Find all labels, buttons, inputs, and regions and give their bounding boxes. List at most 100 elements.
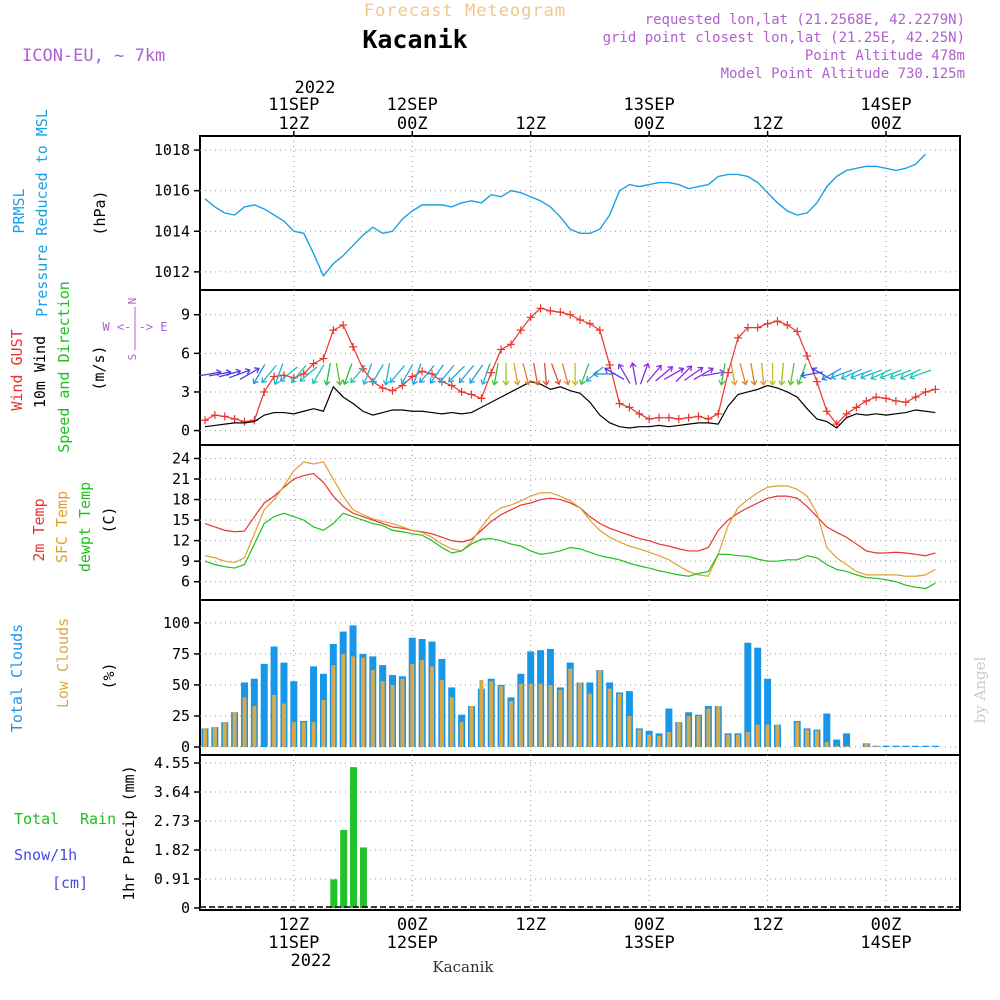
low-cloud-bar <box>617 693 622 747</box>
wind-arrow <box>870 368 892 381</box>
wind-arrow <box>675 365 693 383</box>
low-cloud-bar <box>755 724 760 747</box>
t2m-line <box>204 472 936 557</box>
bottom-date-label: 11SEP <box>268 933 319 953</box>
y-tick-label: 1016 <box>154 182 190 200</box>
gust-marker <box>733 333 742 342</box>
wind-arrow-head <box>299 375 306 382</box>
wind-arrow-shaft <box>389 365 406 383</box>
top-date-label: 13SEP <box>624 95 675 115</box>
wind-arrow-head <box>759 380 767 386</box>
total-cloud-bar <box>892 745 900 747</box>
wind-arrow-shaft <box>469 364 484 384</box>
total-cloud-bar <box>260 663 268 747</box>
low-cloud-bar <box>538 683 543 747</box>
wind-arrow-head <box>342 379 349 386</box>
gust-marker <box>882 394 891 403</box>
wind-arrow <box>592 370 616 378</box>
wind-arrow <box>469 364 484 384</box>
total-cloud-bar <box>922 745 930 747</box>
wind-arrow-head <box>244 368 251 375</box>
low-cloud-bar <box>775 724 780 747</box>
footer-location: Kacanik <box>432 958 494 976</box>
wind-arrow-shaft <box>821 367 842 380</box>
gust-marker <box>201 416 209 425</box>
low-cloud-bar <box>331 665 336 747</box>
wind-arrow-head <box>879 373 886 380</box>
compass-n: N <box>126 298 139 305</box>
wind-arrow-shaft <box>363 363 373 385</box>
wind-arrow-shaft <box>618 364 631 384</box>
total-rain-rain: Rain <box>80 810 116 828</box>
wind-arrow-head <box>718 380 726 386</box>
low-cloud-bar <box>203 728 207 747</box>
low-cloud-bar <box>380 681 385 747</box>
gust-marker <box>270 372 279 381</box>
gust-marker <box>576 315 585 324</box>
panel-frame <box>199 754 961 911</box>
gust-marker <box>467 390 476 399</box>
wind-arrow <box>730 362 738 386</box>
wind-arrow-head <box>750 380 758 386</box>
wind-arrow-shaft <box>702 371 725 377</box>
wind-arrow-shaft <box>493 362 499 385</box>
gust-marker <box>822 407 831 416</box>
sfc-temp-label: SFC Temp <box>53 491 71 563</box>
panel-1: 1012 1014 1016 1018 <box>154 135 961 291</box>
wind-arrow-head <box>899 373 906 381</box>
bottom-hour-label: 12Z <box>515 915 546 935</box>
low-cloud-bar <box>489 681 494 747</box>
pressure-label: Pressure Reduced to MSL <box>33 109 51 317</box>
wind-arrow-shaft <box>401 364 414 384</box>
total-cloud-bar <box>764 678 772 747</box>
wind-arrow-shaft <box>522 363 530 385</box>
low-cloud-bar <box>627 715 632 747</box>
wind-arrow-shaft <box>430 364 444 384</box>
panel-3: 6 9 12 15 18 21 24 <box>172 444 961 601</box>
low-cloud-bar <box>272 694 277 747</box>
gust-line <box>204 307 936 426</box>
wind-arrow <box>261 365 277 384</box>
panel-frame <box>199 135 961 291</box>
low-cloud-bar <box>864 743 869 747</box>
wind-arrow-head <box>870 373 877 381</box>
gust-marker <box>220 412 229 421</box>
low-cloud-bar <box>252 706 257 747</box>
wind-arrow <box>228 368 251 379</box>
wind-arrow <box>533 362 541 386</box>
wind-arrow-head <box>830 373 837 380</box>
low-cloud-bar <box>814 730 819 747</box>
low-cloud-bar <box>400 678 405 747</box>
wind-arrow-head <box>796 379 803 386</box>
wind-arrow-head <box>778 380 786 386</box>
wind-arrow-shaft <box>631 362 637 385</box>
gust-marker <box>832 420 841 429</box>
gust-marker <box>585 319 594 328</box>
y-tick-label: 0 <box>181 738 190 756</box>
low-cloud-bar <box>232 712 237 747</box>
low-cloud-bar <box>716 706 721 747</box>
low-cloud-bar <box>647 734 652 747</box>
wind-arrow <box>429 364 444 384</box>
wind-arrow-shaft <box>350 365 366 383</box>
wind-arrow-shaft <box>870 368 892 380</box>
gust-marker <box>526 313 535 322</box>
wind-arrow <box>513 362 521 386</box>
gust-marker <box>684 413 693 422</box>
bottom-hour-label: 12Z <box>278 915 309 935</box>
wind-arrow <box>439 365 455 384</box>
gust-marker <box>891 396 900 405</box>
wind-arrow-shaft <box>261 365 277 383</box>
total-clouds-label: Total Clouds <box>8 624 26 732</box>
panel-2: 0 3 6 9 <box>181 289 961 446</box>
model-label: ICON-EU, ~ 7km <box>22 46 165 66</box>
model-altitude: Model Point Altitude 730.125m <box>721 66 965 82</box>
wind-arrow <box>350 365 366 384</box>
wind-arrow <box>646 364 662 383</box>
wind-arrow <box>604 367 625 380</box>
wind-arrow-head <box>279 375 286 382</box>
wind-arrow-head <box>840 373 847 381</box>
wind-arrow <box>718 362 726 386</box>
top-hour-label: 00Z <box>397 114 428 134</box>
